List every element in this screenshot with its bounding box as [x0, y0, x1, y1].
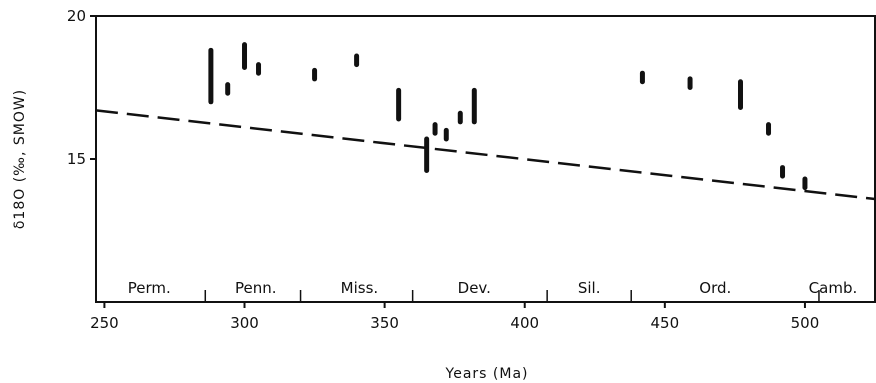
period-label: Perm. — [128, 279, 171, 297]
x-tick-label: 500 — [791, 314, 820, 332]
period-label: Dev. — [458, 279, 491, 297]
y-tick-label: 20 — [67, 7, 86, 25]
trend-line — [95, 109, 876, 201]
trend-line-group — [95, 109, 876, 201]
x-tick-label: 400 — [510, 314, 539, 332]
x-tick-label: 450 — [651, 314, 680, 332]
y-tick-label: 15 — [67, 150, 86, 168]
period-label: Sil. — [578, 279, 601, 297]
y-axis-title: δ18O (‰, SMOW) — [12, 89, 28, 229]
period-label: Miss. — [341, 279, 379, 297]
period-labels: Perm. Penn. Miss. Dev. Sil. Ord. Camb. — [128, 279, 858, 297]
period-label: Camb. — [809, 279, 858, 297]
x-tick-label: 250 — [90, 314, 119, 332]
x-tick-label: 350 — [370, 314, 399, 332]
period-boundaries — [204, 290, 820, 302]
period-label: Ord. — [699, 279, 731, 297]
period-label: Penn. — [235, 279, 277, 297]
x-axis-title: Years (Ma) — [445, 366, 529, 382]
x-tick-label: 300 — [230, 314, 259, 332]
x-axis-ticks: 250 300 350 400 450 500 — [90, 302, 819, 332]
data-points — [208, 42, 808, 191]
